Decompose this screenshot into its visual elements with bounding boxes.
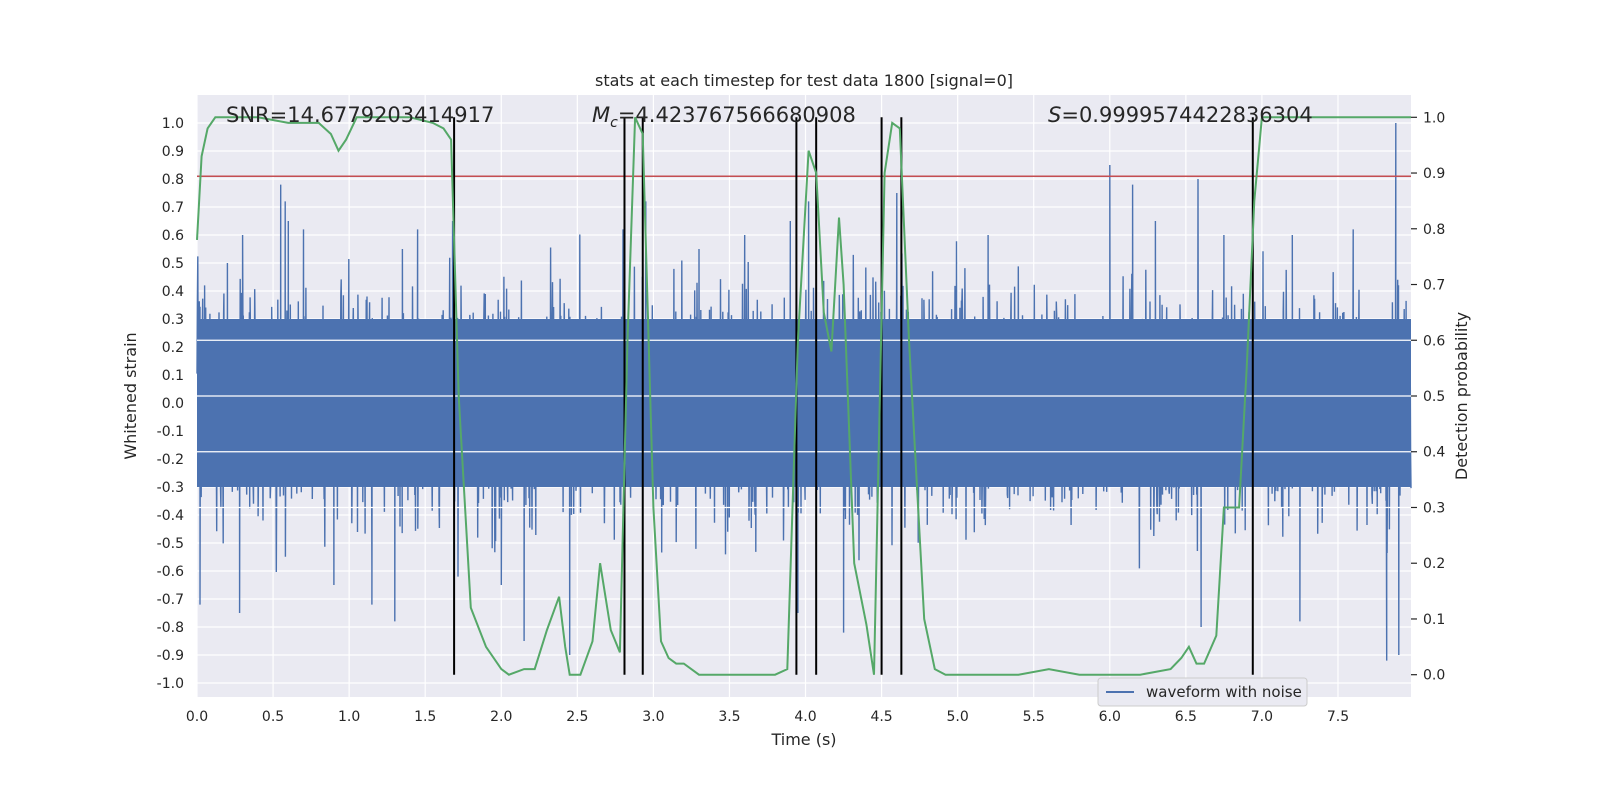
x-tick-label: 5.5 bbox=[1023, 709, 1045, 725]
x-tick-label: 3.0 bbox=[642, 709, 664, 725]
y-tick-label-right: 0.5 bbox=[1423, 389, 1445, 405]
score-symbol: S bbox=[1048, 103, 1061, 127]
y-tick-label-left: -0.4 bbox=[157, 508, 184, 524]
x-tick-label: 7.0 bbox=[1251, 709, 1273, 725]
y-tick-label-right: 0.1 bbox=[1423, 612, 1445, 628]
x-tick-label: 4.0 bbox=[794, 709, 816, 725]
y-tick-label-left: -0.6 bbox=[157, 564, 184, 580]
x-tick-label: 1.0 bbox=[338, 709, 360, 725]
y-tick-label-right: 0.2 bbox=[1423, 556, 1445, 572]
waveform-core-band bbox=[197, 319, 1411, 487]
x-tick-label: 5.0 bbox=[947, 709, 969, 725]
legend-label-waveform: waveform with noise bbox=[1146, 683, 1302, 701]
chirp-mass-subscript: c bbox=[610, 115, 618, 131]
x-tick-label: 2.0 bbox=[490, 709, 512, 725]
y-tick-label-left: 0.9 bbox=[162, 144, 184, 160]
x-tick-label: 4.5 bbox=[870, 709, 892, 725]
chart-title: stats at each timestep for test data 180… bbox=[595, 71, 1013, 90]
y-tick-label-left: -0.1 bbox=[157, 424, 184, 440]
y-tick-label-left: -1.0 bbox=[157, 676, 184, 692]
y-tick-label-left: -0.8 bbox=[157, 620, 184, 636]
y-tick-label-left: 1.0 bbox=[162, 116, 184, 132]
x-tick-label: 1.5 bbox=[414, 709, 436, 725]
legend: waveform with noise bbox=[1097, 677, 1308, 707]
y-tick-label-left: 0.4 bbox=[162, 284, 184, 300]
y-tick-label-left: 0.8 bbox=[162, 172, 184, 188]
detection-probability-line bbox=[196, 116, 1411, 676]
probability-layer bbox=[196, 116, 1411, 676]
x-tick-label: 6.5 bbox=[1175, 709, 1197, 725]
overlay-grid-layer bbox=[197, 339, 1411, 509]
x-tick-label: 3.5 bbox=[718, 709, 740, 725]
x-tick-label: 2.5 bbox=[566, 709, 588, 725]
score-value: =0.9999574422836304 bbox=[1061, 103, 1312, 127]
waveform-layer bbox=[196, 122, 1412, 661]
y-tick-label-left: -0.3 bbox=[157, 480, 184, 496]
vertical-lines-layer bbox=[453, 117, 1254, 675]
x-axis-label: Time (s) bbox=[770, 730, 836, 749]
y-tick-label-left: -0.7 bbox=[157, 592, 184, 608]
y-tick-label-left: -0.2 bbox=[157, 452, 184, 468]
y-tick-label-left: 0.1 bbox=[162, 368, 184, 384]
tick-labels-layer: 0.0 0.5 1.0 1.5 2.0 2.5 3.0 3.5 4.0 4.5 5.0 5.5 6.0 6… bbox=[157, 110, 1446, 725]
y-tick-label-left: -0.9 bbox=[157, 648, 184, 664]
y-tick-label-left: 0.0 bbox=[162, 396, 184, 412]
chirp-mass-value: =4.423767566680908 bbox=[618, 103, 856, 127]
y-axis-label-left: Whitened strain bbox=[121, 332, 140, 459]
y-tick-label-left: 0.2 bbox=[162, 340, 184, 356]
y-tick-label-right: 0.8 bbox=[1423, 222, 1445, 238]
y-tick-label-left: 0.5 bbox=[162, 256, 184, 272]
y-tick-label-right: 0.3 bbox=[1423, 500, 1445, 516]
chirp-mass-annotation: Mc=4.423767566680908 bbox=[592, 103, 856, 131]
y-tick-label-right: 0.4 bbox=[1423, 445, 1445, 461]
y-tick-label-right: 0.0 bbox=[1423, 668, 1445, 684]
x-tick-label: 6.0 bbox=[1099, 709, 1121, 725]
y-tick-label-right: 0.6 bbox=[1423, 333, 1445, 349]
x-tick-label: 0.5 bbox=[262, 709, 284, 725]
score-annotation: S=0.9999574422836304 bbox=[1048, 103, 1313, 127]
y-tick-label-right: 0.7 bbox=[1423, 278, 1445, 294]
y-tick-label-right: 0.9 bbox=[1423, 166, 1445, 182]
x-tick-label: 0.0 bbox=[186, 709, 208, 725]
legend-box bbox=[1097, 677, 1308, 707]
y-tick-label-left: 0.6 bbox=[162, 228, 184, 244]
y-tick-label-right: 1.0 bbox=[1423, 110, 1445, 126]
y-tick-label-left: 0.7 bbox=[162, 200, 184, 216]
x-tick-label: 7.5 bbox=[1327, 709, 1349, 725]
y-tick-label-left: -0.5 bbox=[157, 536, 184, 552]
chirp-mass-symbol: M bbox=[592, 103, 610, 127]
snr-annotation: SNR=14.6779203414917 bbox=[226, 103, 494, 127]
y-axis-label-right: Detection probability bbox=[1452, 312, 1471, 480]
y-tick-label-left: 0.3 bbox=[162, 312, 184, 328]
